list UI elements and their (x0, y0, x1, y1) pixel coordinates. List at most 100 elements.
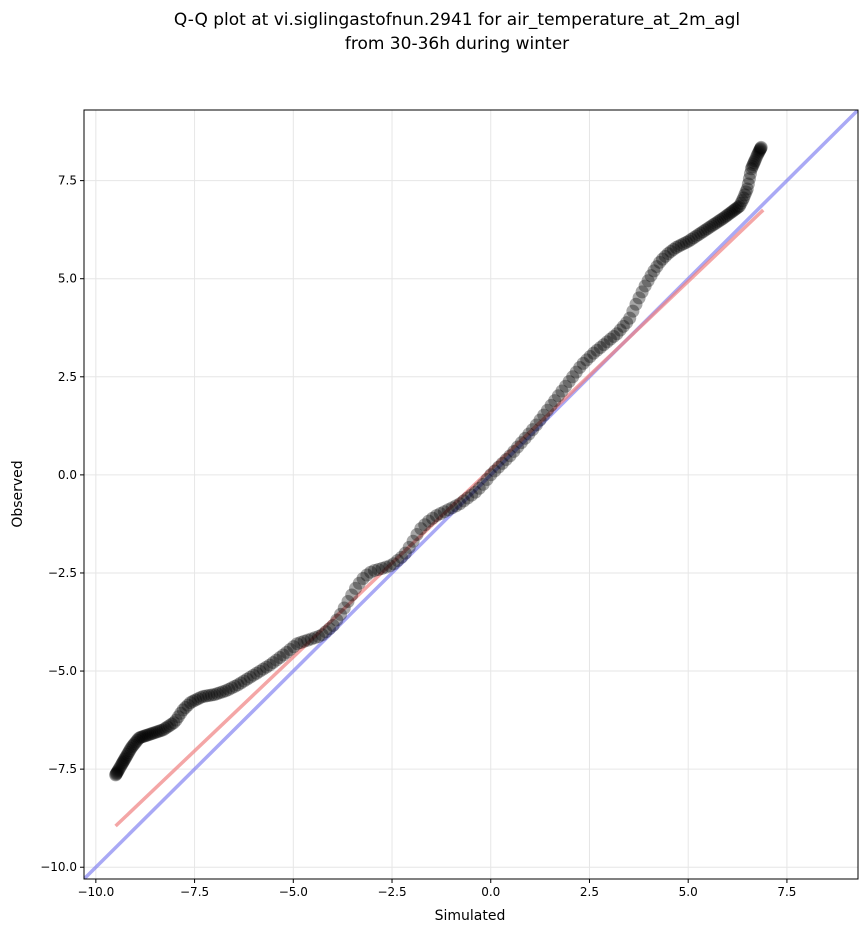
qq-point (199, 689, 213, 703)
qq-point (754, 141, 768, 155)
qq-point (689, 229, 703, 243)
chart-title-line-2: from 30-36h during winter (345, 34, 569, 54)
qq-point (145, 727, 159, 741)
qq-point (352, 576, 366, 590)
qq-point (394, 550, 408, 564)
qq-point (322, 622, 336, 636)
qq-point (511, 440, 525, 454)
qq-point (725, 205, 739, 219)
qq-point (664, 244, 678, 258)
qq-point (259, 660, 273, 674)
qq-point (341, 594, 355, 608)
axis-ticks: −10.0 −7.5 −5.0 −2.5 0.0 2.5 5.0 7.5 −10.0 −7.5 −5… (40, 174, 796, 899)
qq-point (326, 618, 340, 632)
qq-point (638, 279, 652, 293)
qq-point (243, 670, 257, 684)
qq-point (418, 518, 432, 532)
qq-point (156, 723, 170, 737)
qq-point (183, 696, 197, 710)
qq-point (752, 145, 766, 159)
qq-point (754, 141, 768, 155)
qq-point (109, 768, 123, 782)
qq-point (112, 763, 126, 777)
qq-point (514, 436, 528, 450)
qq-point (741, 177, 755, 191)
qq-point (716, 211, 730, 225)
fit-line (114, 208, 765, 828)
qq-point (753, 144, 767, 158)
qq-point (109, 767, 123, 781)
qq-point (720, 209, 734, 223)
qq-point (133, 730, 147, 744)
qq-point (141, 728, 155, 742)
qq-point (165, 717, 179, 731)
qq-point (715, 212, 729, 226)
qq-point (207, 688, 221, 702)
qq-point (629, 297, 643, 311)
qq-point (387, 557, 401, 571)
qq-point (356, 572, 370, 586)
qq-point (743, 167, 757, 181)
qq-point (114, 759, 128, 773)
qq-point (754, 140, 768, 154)
y-tick-label: −10.0 (40, 860, 77, 874)
qq-point (174, 706, 188, 720)
qq-point (616, 319, 630, 333)
qq-point (537, 408, 551, 422)
qq-point (263, 658, 277, 672)
qq-point (186, 694, 200, 708)
x-tick-label: −2.5 (377, 885, 406, 899)
y-tick-label: 0.0 (58, 468, 77, 482)
qq-point (653, 255, 667, 269)
qq-point (730, 201, 744, 215)
qq-point (110, 766, 124, 780)
qq-point (529, 418, 543, 432)
y-tick-label: 7.5 (58, 174, 77, 188)
qq-point (315, 628, 329, 642)
qq-point (410, 527, 424, 541)
qq-point (677, 237, 691, 251)
qq-point (580, 353, 594, 367)
qq-point (461, 491, 475, 505)
qq-point (468, 485, 482, 499)
qq-point (117, 754, 131, 768)
qq-point (109, 768, 123, 782)
qq-point (345, 588, 359, 602)
qq-point (603, 332, 617, 346)
qq-point (231, 678, 245, 692)
qq-point (210, 687, 224, 701)
qq-point (623, 311, 637, 325)
qq-point (526, 423, 540, 437)
qq-point (656, 252, 670, 266)
qq-point (256, 662, 270, 676)
qq-point (480, 473, 494, 487)
qq-point (114, 758, 128, 772)
qq-point (367, 563, 381, 577)
qq-point (562, 375, 576, 389)
qq-point (751, 148, 765, 162)
x-tick-label: −10.0 (77, 885, 114, 899)
qq-point (745, 160, 759, 174)
qq-point (750, 149, 764, 163)
qq-point (559, 379, 573, 393)
qq-point (441, 503, 455, 517)
qq-point (476, 477, 490, 491)
qq-point (597, 338, 611, 352)
qq-point (753, 143, 767, 157)
qq-point (135, 730, 149, 744)
qq-point (237, 674, 251, 688)
qq-point (748, 154, 762, 168)
qq-point (672, 239, 686, 253)
qq-point (705, 219, 719, 233)
qq-point (111, 764, 125, 778)
qq-point (753, 142, 767, 156)
qq-point (437, 505, 451, 519)
qq-point (737, 191, 751, 205)
qq-point (280, 645, 294, 659)
qq-point (253, 664, 267, 678)
qq-point (709, 216, 723, 230)
chart-title-line-1: Q-Q plot at vi.siglingastofnun.2941 for … (174, 10, 740, 30)
qq-point (583, 349, 597, 363)
qq-point (194, 690, 208, 704)
qq-point (433, 507, 447, 521)
